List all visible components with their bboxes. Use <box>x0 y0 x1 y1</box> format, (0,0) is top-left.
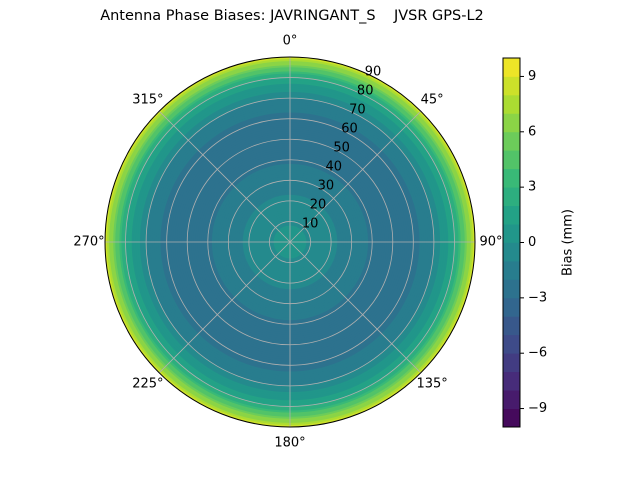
radial-tick-label: 70 <box>349 103 366 118</box>
colorbar-level <box>503 94 520 114</box>
radial-tick-label: 50 <box>333 141 350 156</box>
colorbar-tick-label: −6 <box>528 346 547 361</box>
radial-labels: 10 20 30 40 50 60 70 80 90 <box>302 65 381 232</box>
colorbar-level <box>503 205 520 225</box>
colorbar: −9 −6 −3 0 3 6 9 Bias (mm) <box>502 57 576 428</box>
radial-tick-label: 80 <box>357 84 374 99</box>
angle-tick-label: 225° <box>132 377 163 392</box>
colorbar-level <box>503 408 520 428</box>
radial-tick-label: 10 <box>302 217 319 232</box>
colorbar-level <box>503 187 520 206</box>
angular-gridline <box>289 110 422 243</box>
colorbar-tick-label: −9 <box>528 401 547 416</box>
angular-gridline <box>158 110 291 243</box>
colorbar-label: Bias (mm) <box>561 209 576 276</box>
angle-tick-label: 180° <box>274 436 305 451</box>
radial-tick-label: 20 <box>310 198 327 213</box>
chart-title: Antenna Phase Biases: JAVRINGANT_S JVSR … <box>100 8 484 24</box>
polar-frame <box>104 56 476 428</box>
angle-labels: 0° 45° 90° 135° 180° 225° 270° 315° <box>73 34 502 451</box>
colorbar-level <box>503 150 520 170</box>
colorbar-level <box>503 390 520 409</box>
colorbar-level <box>503 113 520 133</box>
colorbar-level <box>503 279 520 299</box>
colorbar-tick-label: 3 <box>528 180 536 195</box>
colorbar-tick-label: −3 <box>528 290 547 305</box>
angular-gridline <box>289 241 422 374</box>
polar-grid <box>105 57 475 427</box>
colorbar-level <box>503 260 520 280</box>
angle-tick-label: 90° <box>479 235 502 250</box>
radial-tick-label: 30 <box>318 179 335 194</box>
colorbar-level <box>503 131 520 151</box>
angle-tick-label: 0° <box>283 34 298 49</box>
colorbar-level <box>503 58 520 77</box>
radial-tick-label: 60 <box>341 122 358 137</box>
colorbar-level <box>503 224 520 243</box>
radial-tick-label: 40 <box>325 160 342 175</box>
angle-tick-label: 315° <box>132 92 163 107</box>
colorbar-tick-label: 0 <box>528 235 536 250</box>
angle-tick-label: 135° <box>416 377 447 392</box>
colorbar-level <box>503 371 520 391</box>
colorbar-level <box>503 168 520 188</box>
colorbar-level <box>503 76 520 96</box>
angle-tick-label: 270° <box>73 235 104 250</box>
radial-tick-label: 90 <box>365 65 382 80</box>
angular-gridline <box>158 241 291 374</box>
colorbar-level <box>503 353 520 373</box>
angle-tick-label: 45° <box>421 92 444 107</box>
colorbar-level <box>503 242 520 262</box>
colorbar-level <box>503 297 520 317</box>
colorbar-tick-label: 9 <box>528 69 536 84</box>
colorbar-level <box>503 316 520 336</box>
colorbar-tick-label: 6 <box>528 124 536 139</box>
colorbar-level <box>503 334 520 354</box>
